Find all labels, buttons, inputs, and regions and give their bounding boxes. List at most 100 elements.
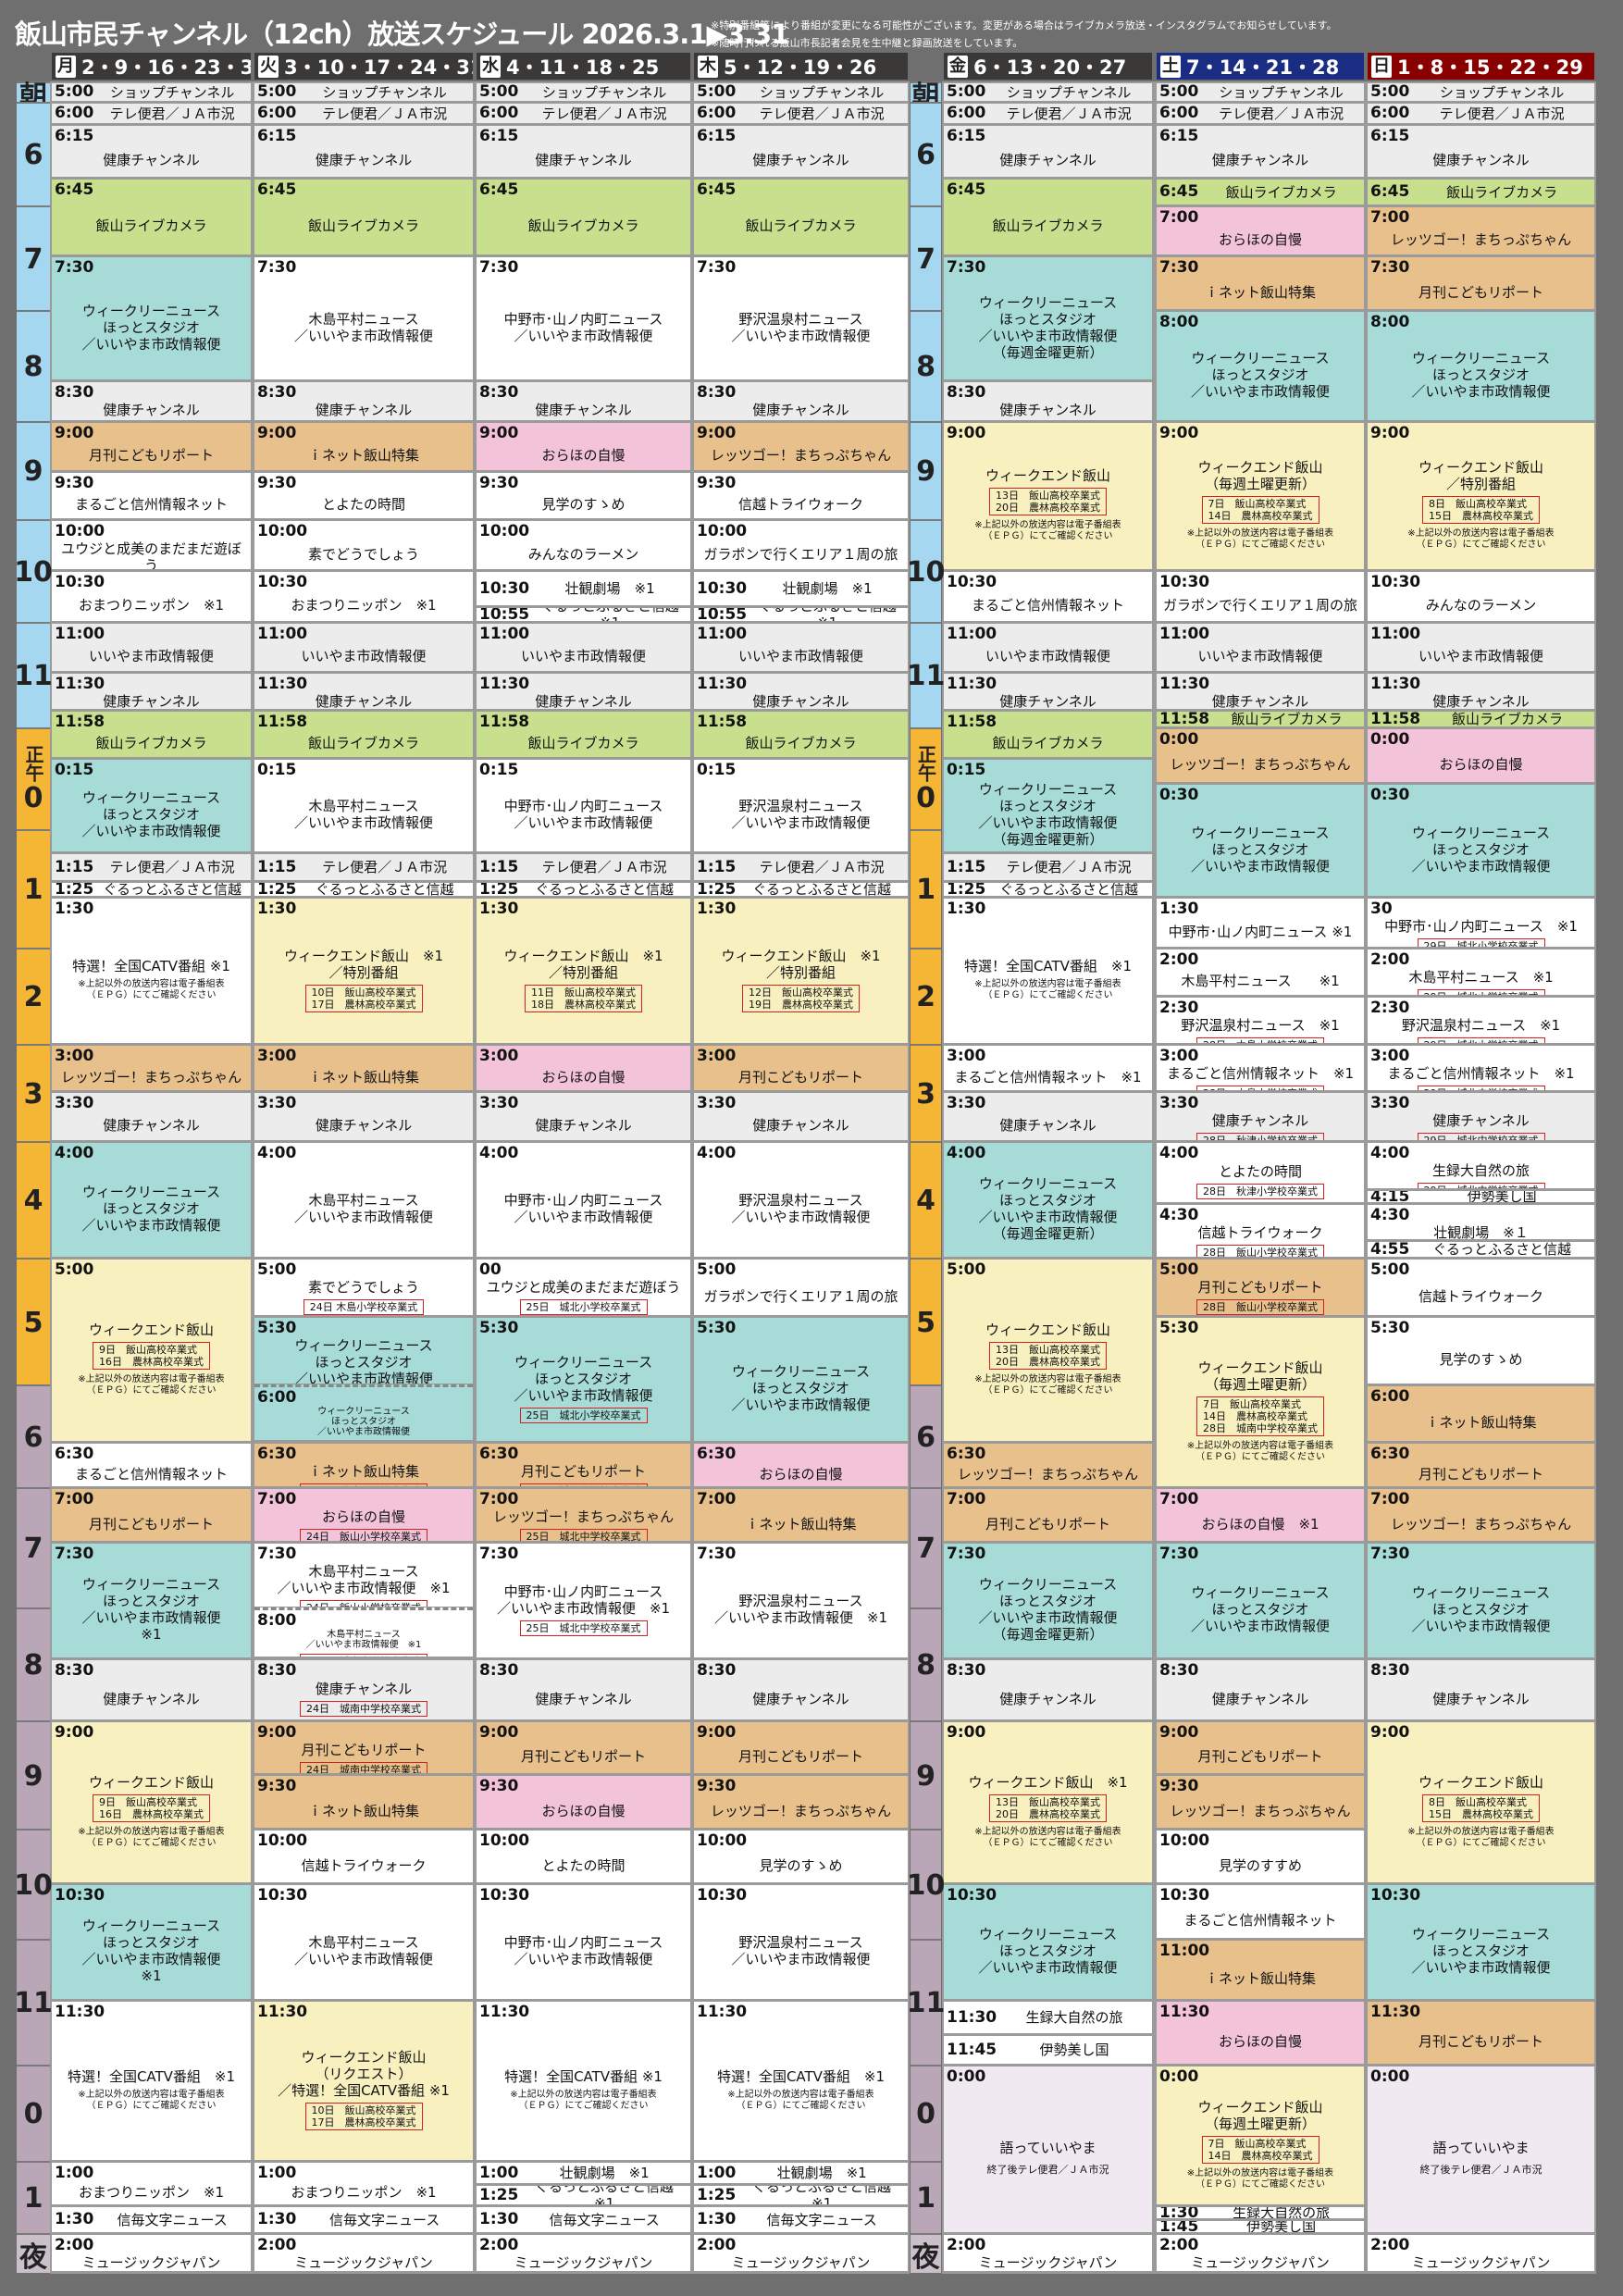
program-block[interactable]: 0:15 ウィークリーニュース ほっとスタジオ ／いいやま市政情報便 （毎週金曜更…: [944, 760, 1152, 851]
program-block[interactable]: 5:00 ショップチャンネル: [944, 83, 1152, 101]
program-block[interactable]: 11:30 健康チャンネル: [1157, 674, 1364, 709]
program-block[interactable]: 1:00 おまつりニッポン ※1: [52, 2163, 251, 2204]
program-block[interactable]: 7:30 野沢温泉村ニュース ／いいやま市政情報便 ※1: [694, 1544, 908, 1657]
program-block[interactable]: 11:58 飯山ライブカメラ: [1157, 712, 1364, 726]
program-block[interactable]: 8:30 健康チャンネル: [944, 1660, 1152, 1719]
program-block[interactable]: 11:30 生録大自然の旅: [944, 2002, 1152, 2033]
program-block[interactable]: 11:30 特選！全国CATV番組 ※1 ※上記以外の放送内容は電子番組表 （ＥＰＧ…: [694, 2002, 908, 2160]
program-block[interactable]: 9:30 信越トライウォーク: [694, 473, 908, 518]
program-block[interactable]: 1:30 信毎文字ニュース: [694, 2207, 908, 2232]
program-block[interactable]: 7:30 ウィークリーニュース ほっとスタジオ ／いいやま市政情報便 （毎週金曜更…: [944, 257, 1152, 379]
program-block[interactable]: 3:30 健康チャンネル: [254, 1093, 473, 1140]
program-block[interactable]: 1:15 テレ便君／ＪＡ市況: [694, 854, 908, 880]
program-block[interactable]: 5:00 ショップチャンネル: [694, 83, 908, 101]
program-block[interactable]: 6:15 健康チャンネル: [254, 126, 473, 177]
program-block[interactable]: 6:15 健康チャンネル: [1368, 126, 1594, 177]
program-block[interactable]: 0:30 ウィークリーニュース ほっとスタジオ ／いいやま市政情報便: [1368, 785, 1594, 896]
program-block[interactable]: 5:30 見学のすゝめ: [1368, 1318, 1594, 1384]
program-block[interactable]: 3:30 健康チャンネル: [694, 1093, 908, 1140]
program-block[interactable]: 5:00 ショップチャンネル: [477, 83, 690, 101]
program-block[interactable]: 0:00 ウィークエンド飯山 （毎週土曜更新） 7日 飯山高校卒業式 14日 農林高校…: [1157, 2066, 1364, 2204]
program-block[interactable]: 11:00 いいやま市政情報便: [52, 624, 251, 671]
program-block[interactable]: 0:15 木島平村ニュース ／いいやま市政情報便: [254, 760, 473, 851]
program-block[interactable]: 9:30 まるごと信州情報ネット: [52, 473, 251, 518]
program-block[interactable]: 1:30 信毎文字ニュース: [52, 2207, 251, 2232]
program-block[interactable]: 3:30 健康チャンネル 28日 秋津小学校卒業式: [1157, 1093, 1364, 1140]
program-block[interactable]: 11:45 伊勢美し国: [944, 2036, 1152, 2064]
program-block[interactable]: 4:55 ぐるっとふるさと信越: [1368, 1242, 1594, 1257]
program-block[interactable]: 10:30 ウィークリーニュース ほっとスタジオ ／いいやま市政情報便 ※1: [52, 1885, 251, 1999]
program-block[interactable]: 11:00 いいやま市政情報便: [254, 624, 473, 671]
program-block[interactable]: 10:30 おまつりニッポン ※1: [254, 572, 473, 621]
program-block[interactable]: 4:00 ウィークリーニュース ほっとスタジオ ／いいやま市政情報便 （毎週金曜更…: [944, 1143, 1152, 1257]
program-block[interactable]: 1:30 信毎文字ニュース: [254, 2207, 473, 2232]
program-block[interactable]: 7:00 おらほの自慢 24日 飯山小学校卒業式: [254, 1489, 473, 1541]
program-block[interactable]: 7:00 月刊こどもリポート: [52, 1489, 251, 1541]
program-block[interactable]: 11:00 いいやま市政情報便: [694, 624, 908, 671]
program-block[interactable]: 8:30 健康チャンネル: [52, 1660, 251, 1719]
program-block[interactable]: 6:45 飯山ライブカメラ: [477, 180, 690, 254]
program-block[interactable]: 5:00 ウィークエンド飯山 13日 飯山高校卒業式 20日 農林高校卒業式 ※上記以外…: [944, 1260, 1152, 1441]
program-block[interactable]: 0:00 語っていいやま 終了後テレ便君／ＪＡ市況: [944, 2066, 1152, 2232]
program-block[interactable]: 6:00 テレ便君／ＪＡ市況: [694, 104, 908, 123]
program-block[interactable]: 3:00 まるごと信州情報ネット ※1: [944, 1046, 1152, 1090]
program-block[interactable]: 0:30 ウィークリーニュース ほっとスタジオ ／いいやま市政情報便: [1157, 785, 1364, 896]
program-block[interactable]: 4:30 壮観劇場 ※１: [1368, 1205, 1594, 1239]
program-block[interactable]: 5:30 ウィークリーニュース ほっとスタジオ ／いいやま市政情報便 25日 城北小…: [477, 1318, 690, 1441]
program-block[interactable]: 00 ユウジと成美のまだまだ遊ぼう 25日 城北小学校卒業式: [477, 1260, 690, 1315]
program-block[interactable]: 7:00 おらほの自慢: [1157, 207, 1364, 254]
program-block[interactable]: 10:30 木島平村ニュース ／いいやま市政情報便: [254, 1885, 473, 1999]
program-block[interactable]: 10:00 ユウジと成美のまだまだ遊ぼう: [52, 521, 251, 569]
program-block[interactable]: 8:30 健康チャンネル: [694, 1660, 908, 1719]
program-block[interactable]: 11:30 ウィークエンド飯山 （リクエスト） ／特選！全国CATV番組 ※1 10…: [254, 2002, 473, 2160]
program-block[interactable]: 1:25 ぐるっとふるさと信越: [944, 883, 1152, 896]
program-block[interactable]: 2:00 ミュージックジャパン: [1157, 2235, 1364, 2271]
program-block[interactable]: 8:30 健康チャンネル: [1368, 1660, 1594, 1719]
program-block[interactable]: 11:00 いいやま市政情報便: [477, 624, 690, 671]
program-block[interactable]: 5:30 ウィークリーニュース ほっとスタジオ ／いいやま市政情報便: [694, 1318, 908, 1441]
program-block[interactable]: 10:30 野沢温泉村ニュース ／いいやま市政情報便: [694, 1885, 908, 1999]
program-block[interactable]: 9:30 とよたの時間: [254, 473, 473, 518]
program-block[interactable]: 11:00 ｉネット飯山特集: [1157, 1941, 1364, 1999]
program-block[interactable]: 5:00 ショップチャンネル: [254, 83, 473, 101]
program-block[interactable]: 8:30 健康チャンネル: [477, 1660, 690, 1719]
program-block[interactable]: 6:15 健康チャンネル: [1157, 126, 1364, 177]
program-block[interactable]: 6:00 テレ便君／ＪＡ市況: [52, 104, 251, 123]
program-block[interactable]: 10:30 まるごと信州情報ネット: [944, 572, 1152, 621]
program-block[interactable]: 10:30 みんなのラーメン: [1368, 572, 1594, 621]
program-block[interactable]: 11:00 いいやま市政情報便: [1368, 624, 1594, 671]
program-block[interactable]: 8:00 ウィークリーニュース ほっとスタジオ ／いいやま市政情報便: [1368, 312, 1594, 420]
program-block[interactable]: 1:30 ウィークエンド飯山 ※1 ／特別番組 11日 飯山高校卒業式 18日 農林高…: [477, 899, 690, 1043]
program-block[interactable]: 4:15 伊勢美し国: [1368, 1191, 1594, 1202]
program-block[interactable]: 6:45 飯山ライブカメラ: [944, 180, 1152, 254]
program-block[interactable]: 6:45 飯山ライブカメラ: [1368, 180, 1594, 205]
program-block[interactable]: 7:30 中野市･山ノ内町ニュース ／いいやま市政情報便: [477, 257, 690, 379]
program-block[interactable]: 7:30 ｉネット飯山特集: [1157, 257, 1364, 309]
program-block[interactable]: 6:30 月刊こどもリポート: [1368, 1444, 1594, 1486]
program-block[interactable]: 1:25 ぐるっとふるさと信越: [694, 883, 908, 896]
program-block[interactable]: 5:30 ウィークエンド飯山 （毎週土曜更新） 7日 飯山高校卒業式 14日 農林高校…: [1157, 1318, 1364, 1486]
program-block[interactable]: 4:00 木島平村ニュース ／いいやま市政情報便: [254, 1143, 473, 1257]
program-block[interactable]: 7:00 月刊こどもリポート: [944, 1489, 1152, 1541]
program-block[interactable]: 5:00 ショップチャンネル: [1368, 83, 1594, 101]
program-block[interactable]: 1:30 特選！全国CATV番組 ※1 ※上記以外の放送内容は電子番組表 （ＥＰＧ）…: [52, 899, 251, 1043]
program-block[interactable]: 10:00 素でどうでしょう: [254, 521, 473, 569]
program-block[interactable]: 6:45 飯山ライブカメラ: [694, 180, 908, 254]
program-block[interactable]: 9:00 おらほの自慢: [477, 423, 690, 470]
program-block[interactable]: 5:00 ショップチャンネル: [52, 83, 251, 101]
program-block[interactable]: 8:30 健康チャンネル: [52, 382, 251, 420]
program-block[interactable]: 7:30 ウィークリーニュース ほっとスタジオ ／いいやま市政情報便: [52, 257, 251, 379]
program-block[interactable]: 3:00 月刊こどもリポート: [694, 1046, 908, 1090]
program-block[interactable]: 10:30 おまつりニッポン ※1: [52, 572, 251, 621]
program-block[interactable]: 6:15 健康チャンネル: [52, 126, 251, 177]
program-block[interactable]: 5:00 ショップチャンネル: [1157, 83, 1364, 101]
program-block[interactable]: 10:30 ウィークリーニュース ほっとスタジオ ／いいやま市政情報便: [944, 1885, 1152, 1999]
program-block[interactable]: 10:00 見学のすゝめ: [694, 1831, 908, 1882]
program-block[interactable]: 6:45 飯山ライブカメラ: [1157, 180, 1364, 205]
program-block[interactable]: 11:30 健康チャンネル: [477, 674, 690, 709]
program-block[interactable]: 11:58 飯山ライブカメラ: [254, 712, 473, 757]
program-block[interactable]: 11:58 飯山ライブカメラ: [944, 712, 1152, 757]
